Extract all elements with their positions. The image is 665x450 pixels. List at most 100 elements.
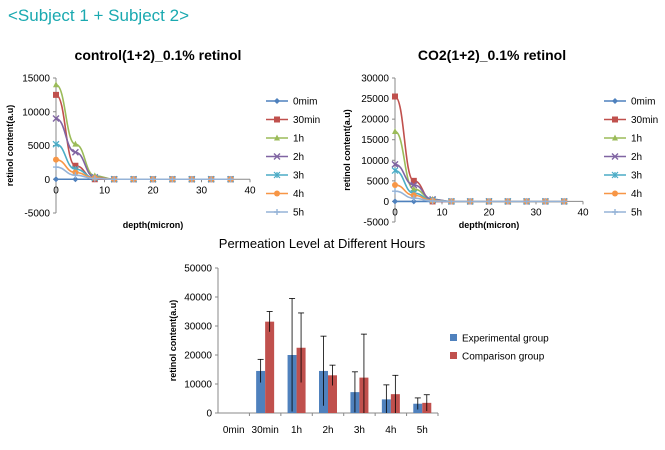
legend-marker	[612, 134, 618, 141]
bar	[265, 321, 275, 413]
legend-label: 0mim	[293, 97, 317, 108]
data-point	[392, 127, 398, 134]
series-line	[394, 95, 565, 203]
y-axis-label: retinol content(a.u)	[5, 105, 15, 187]
legend-marker	[274, 116, 280, 123]
data-point	[53, 176, 59, 183]
data-point	[429, 198, 436, 205]
data-point	[130, 176, 137, 183]
y-tick-label: 15000	[22, 74, 50, 85]
data-point	[410, 198, 417, 205]
x-tick-label: 5h	[417, 425, 428, 436]
y-tick-label: 20000	[184, 351, 212, 362]
series-30min	[53, 91, 234, 183]
y-axis-label: retinol content(a.u)	[342, 109, 352, 191]
x-tick-label: 20	[483, 207, 495, 218]
data-point	[53, 91, 59, 98]
legend-label: 1h	[631, 134, 642, 145]
y-tick-label: 10000	[361, 156, 389, 167]
data-point	[227, 176, 234, 183]
series-5h	[53, 164, 234, 183]
legend-marker	[612, 190, 618, 197]
data-point	[72, 140, 79, 147]
y-tick-label: -5000	[363, 218, 389, 229]
y-tick-label: 50000	[184, 264, 212, 275]
page-heading: <Subject 1 + Subject 2>	[8, 6, 189, 25]
legend-label: Comparison group	[462, 352, 545, 363]
x-tick-label: 30	[196, 185, 208, 196]
x-tick-label: 3h	[354, 425, 365, 436]
x-tick-label: 40	[577, 207, 589, 218]
y-tick-label: 0	[383, 197, 389, 208]
data-point	[391, 167, 399, 174]
data-point	[72, 176, 79, 183]
data-point	[410, 181, 418, 189]
legend-label: 1h	[293, 134, 304, 145]
data-point	[410, 177, 417, 184]
data-point	[52, 140, 60, 148]
legend-marker	[612, 209, 618, 215]
legend-label: 3h	[293, 171, 304, 182]
legend-label: 5h	[293, 208, 304, 219]
y-tick-label: 40000	[184, 293, 212, 304]
x-axis-label: depth(micron)	[459, 220, 520, 230]
legend-label: 2h	[293, 152, 304, 163]
data-point	[448, 198, 455, 205]
data-point	[410, 195, 417, 202]
data-point	[504, 198, 511, 205]
series-line	[394, 190, 565, 203]
y-tick-label: 5000	[28, 141, 51, 152]
x-tick-label: 0min	[223, 425, 245, 436]
series-1h	[392, 127, 568, 204]
chart-title: CO2(1+2)_0.1% retinol	[418, 47, 566, 63]
data-point	[52, 115, 60, 122]
data-point	[542, 198, 549, 205]
legend-label: 30min	[293, 115, 320, 126]
data-point	[53, 156, 59, 163]
data-point	[391, 160, 399, 168]
x-tick-label: 30	[530, 207, 542, 218]
data-point	[208, 176, 215, 183]
y-tick-label: 0	[206, 409, 212, 420]
legend-marker	[273, 153, 281, 160]
legend-marker	[274, 209, 280, 215]
data-point	[392, 181, 398, 188]
data-point	[169, 176, 176, 183]
x-tick-label: 40	[244, 185, 256, 196]
y-tick-label: 15000	[361, 135, 389, 146]
series-line	[55, 94, 231, 181]
y-tick-label: 0	[44, 175, 50, 186]
y-tick-label: 5000	[367, 176, 390, 187]
x-tick-label: 2h	[322, 425, 333, 436]
data-point	[53, 164, 59, 171]
legend-marker	[274, 98, 280, 104]
legend-label: 5h	[631, 208, 642, 219]
x-axis-label: depth(micron)	[123, 220, 184, 230]
y-tick-label: 30000	[361, 74, 389, 85]
data-point	[561, 198, 568, 205]
x-tick-label: 1h	[291, 425, 302, 436]
legend-marker	[612, 98, 618, 104]
data-point	[53, 81, 59, 88]
data-point	[410, 185, 417, 192]
legend-marker	[273, 171, 281, 179]
y-axis-label: retinol content(a.u)	[168, 300, 178, 382]
series-5h	[392, 188, 568, 205]
series-line	[55, 83, 231, 181]
data-point	[72, 162, 79, 169]
data-point	[91, 175, 98, 182]
x-tick-label: 0	[53, 185, 59, 196]
chart-title: control(1+2)_0.1% retinol	[75, 47, 242, 63]
x-tick-label: 10	[436, 207, 448, 218]
data-point	[523, 198, 530, 205]
data-point	[467, 198, 474, 205]
legend-marker	[611, 153, 619, 160]
y-tick-label: 20000	[361, 115, 389, 126]
x-tick-label: 20	[147, 185, 159, 196]
series-line	[55, 166, 231, 181]
legend-swatch	[450, 334, 457, 341]
legend-marker	[274, 190, 280, 197]
data-point	[150, 176, 156, 183]
data-point	[486, 198, 492, 205]
